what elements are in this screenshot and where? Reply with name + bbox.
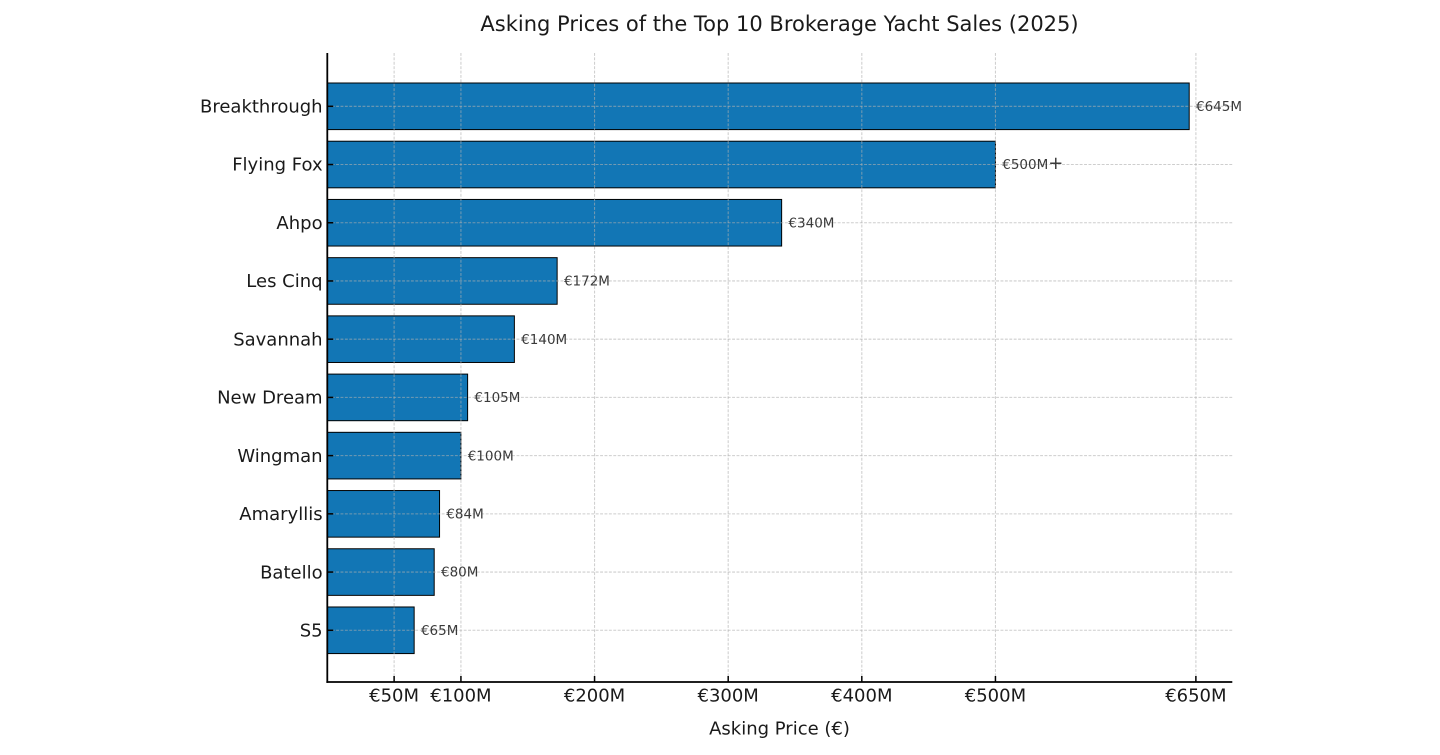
bar-value-label: €84M [446, 506, 483, 522]
bar-value-label: €340M [788, 215, 834, 231]
bar [326, 490, 441, 538]
grid-layer [327, 53, 1233, 682]
x-tick-label: €300M [698, 686, 759, 707]
bar-value-label: €105M [474, 390, 520, 406]
bar-value-label: €172M [564, 274, 610, 290]
x-tick-label: €200M [564, 686, 625, 707]
x-tick-label: €500M [965, 686, 1026, 707]
x-tick-label: €50M [369, 686, 419, 707]
chart-title: Asking Prices of the Top 10 Brokerage Ya… [480, 12, 1078, 36]
labels-layer: Breakthrough €645M Flying Fox €500M+ Ahpo €34… [200, 97, 1242, 707]
x-tick-label: €100M [430, 686, 491, 707]
bar-value-label: €140M [521, 332, 567, 348]
y-tick-label: S5 [300, 620, 323, 641]
y-tick-label: Wingman [237, 446, 322, 467]
bar-value-label: €65M [421, 623, 458, 639]
y-tick-label: Flying Fox [232, 155, 323, 176]
y-tick-label: Amaryllis [239, 504, 322, 525]
y-tick-label: Ahpo [276, 213, 322, 234]
y-tick-label: Breakthrough [200, 97, 323, 118]
bar-value-label: €100M [468, 448, 514, 464]
bar-value-label: €80M [441, 565, 478, 581]
bar [326, 606, 415, 655]
x-axis-label: Asking Price (€) [709, 719, 850, 740]
y-tick-label: Batello [260, 562, 323, 583]
x-tick-label: €650M [1165, 686, 1226, 707]
y-tick-label: Les Cinq [246, 271, 322, 292]
y-tick-label: New Dream [217, 388, 323, 409]
x-tick-label: €400M [831, 686, 892, 707]
bar-value-label: €645M [1196, 99, 1242, 115]
axes-layer [326, 53, 1233, 683]
bar-value-label: €500M+ [1002, 153, 1063, 174]
y-tick-label: Savannah [233, 329, 322, 350]
